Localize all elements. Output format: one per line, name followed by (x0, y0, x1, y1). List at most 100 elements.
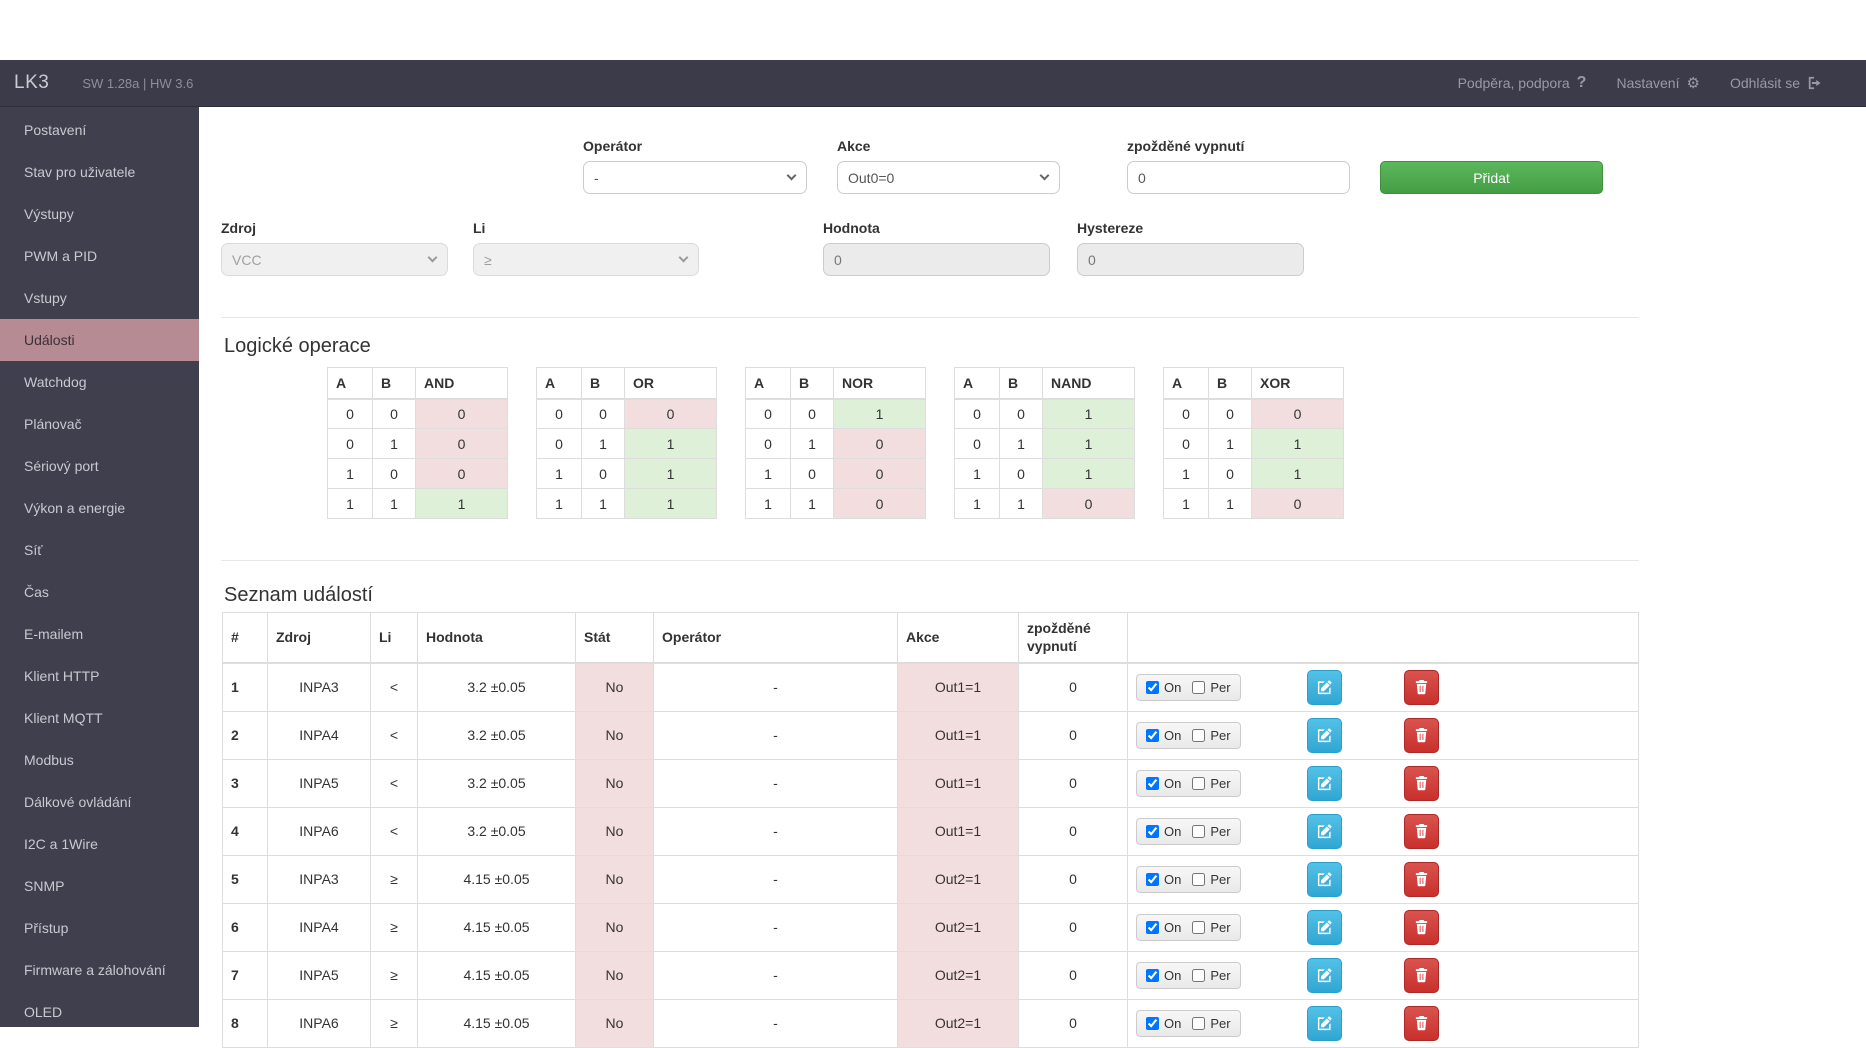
edit-event-button[interactable] (1306, 861, 1342, 897)
onper-toggle-group[interactable]: On Per (1136, 961, 1241, 989)
sidebar-item-pwm-a-pid[interactable]: PWM a PID (24, 248, 98, 264)
per-toggle[interactable]: Per (1192, 680, 1231, 695)
on-checkbox[interactable] (1146, 920, 1159, 934)
sidebar-item-sit[interactable]: Síť (24, 542, 43, 558)
col-header-number: # (222, 612, 268, 664)
on-checkbox[interactable] (1146, 872, 1159, 886)
delete-event-button[interactable] (1403, 813, 1439, 849)
edit-event-button[interactable] (1306, 1005, 1342, 1041)
edit-event-button[interactable] (1306, 909, 1342, 945)
on-checkbox[interactable] (1146, 1016, 1159, 1030)
sidebar-item-klient-mqtt[interactable]: Klient MQTT (24, 710, 103, 726)
on-toggle[interactable]: On (1146, 728, 1181, 743)
sidebar-item-stav-pro-uzivatele[interactable]: Stav pro uživatele (24, 164, 136, 180)
delete-event-button[interactable] (1403, 861, 1439, 897)
onper-toggle-group[interactable]: On Per (1136, 769, 1241, 797)
per-toggle[interactable]: Per (1192, 1016, 1231, 1031)
per-toggle[interactable]: Per (1192, 776, 1231, 791)
event-value: 4.15 ±0.05 (417, 998, 576, 1048)
onper-toggle-group[interactable]: On Per (1136, 865, 1241, 893)
logic-result-header: NAND (1042, 367, 1135, 400)
event-action: Out2=1 (897, 902, 1019, 952)
edit-event-button[interactable] (1306, 717, 1342, 753)
on-toggle[interactable]: On (1146, 680, 1181, 695)
logic-input-cell: 1 (954, 488, 1000, 519)
per-toggle[interactable]: Per (1192, 920, 1231, 935)
per-checkbox[interactable] (1192, 968, 1206, 982)
logic-input-header: B (372, 367, 416, 400)
sidebar-item-e-mailem[interactable]: E-mailem (24, 626, 84, 642)
per-checkbox[interactable] (1192, 680, 1206, 694)
on-checkbox[interactable] (1146, 728, 1159, 742)
action-select[interactable]: Out0=0 (837, 161, 1060, 194)
delete-event-button[interactable] (1403, 765, 1439, 801)
per-checkbox[interactable] (1192, 872, 1206, 886)
sidebar-item-vystupy[interactable]: Výstupy (24, 206, 74, 222)
add-event-button[interactable]: Přidat (1380, 161, 1603, 194)
logic-input-header: B (790, 367, 834, 400)
sidebar-item-cas[interactable]: Čas (24, 584, 49, 600)
sidebar-item-firmware-a-zalohovani[interactable]: Firmware a zálohování (24, 962, 166, 978)
nav-settings-link[interactable]: Nastavení ⚙ (1616, 74, 1700, 92)
on-toggle[interactable]: On (1146, 1016, 1181, 1031)
on-toggle[interactable]: On (1146, 920, 1181, 935)
per-checkbox[interactable] (1192, 824, 1206, 838)
delete-event-button[interactable] (1403, 909, 1439, 945)
sidebar-item-modbus[interactable]: Modbus (24, 752, 74, 768)
on-checkbox[interactable] (1146, 680, 1159, 694)
per-checkbox[interactable] (1192, 728, 1206, 742)
delete-event-button[interactable] (1403, 957, 1439, 993)
sidebar-item-vykon-a-energie[interactable]: Výkon a energie (24, 500, 126, 516)
onper-toggle-group[interactable]: On Per (1136, 673, 1241, 701)
on-checkbox[interactable] (1146, 776, 1159, 790)
delete-event-button[interactable] (1403, 1005, 1439, 1041)
sidebar-item-udalosti[interactable]: Události (0, 319, 199, 361)
nav-logout-link[interactable]: Odhlásit se (1730, 75, 1822, 91)
onper-toggle-group[interactable]: On Per (1136, 913, 1241, 941)
sidebar-item-klient-http[interactable]: Klient HTTP (24, 668, 100, 684)
on-checkbox[interactable] (1146, 824, 1159, 838)
onper-toggle-group[interactable]: On Per (1136, 817, 1241, 845)
operator-select[interactable]: - (583, 161, 807, 194)
edit-event-button[interactable] (1306, 957, 1342, 993)
per-checkbox[interactable] (1192, 920, 1206, 934)
sidebar-item-i2c-a-1wire[interactable]: I2C a 1Wire (24, 836, 98, 852)
nav-support-link[interactable]: Podpěra, podpora ? (1458, 74, 1587, 92)
per-toggle[interactable]: Per (1192, 728, 1231, 743)
per-toggle[interactable]: Per (1192, 968, 1231, 983)
on-toggle[interactable]: On (1146, 776, 1181, 791)
trash-icon (1405, 823, 1438, 839)
edit-event-button[interactable] (1306, 765, 1342, 801)
edit-event-button[interactable] (1306, 813, 1342, 849)
event-operator: - (653, 950, 898, 1000)
sidebar-item-seriovy-port[interactable]: Sériový port (24, 458, 99, 474)
per-checkbox[interactable] (1192, 1016, 1206, 1030)
edit-event-button[interactable] (1306, 669, 1342, 705)
brand-logo[interactable]: LK3 (14, 72, 50, 93)
on-checkbox[interactable] (1146, 968, 1159, 982)
sidebar-item-watchdog[interactable]: Watchdog (24, 374, 87, 390)
delay-input[interactable] (1127, 161, 1350, 194)
sidebar-item-dalkove-ovladani[interactable]: Dálkové ovládání (24, 794, 132, 810)
delay-field-group: zpožděné vypnutí (1127, 138, 1350, 194)
onper-toggle-group[interactable]: On Per (1136, 721, 1241, 749)
sidebar-item-vstupy[interactable]: Vstupy (24, 290, 67, 306)
sidebar-item-planovac[interactable]: Plánovač (24, 416, 82, 432)
sidebar-item-postaveni[interactable]: Postavení (24, 122, 87, 138)
on-toggle[interactable]: On (1146, 872, 1181, 887)
sidebar-item-oled[interactable]: OLED (24, 1004, 63, 1020)
on-toggle[interactable]: On (1146, 968, 1181, 983)
delete-event-button[interactable] (1403, 669, 1439, 705)
delete-event-button[interactable] (1403, 717, 1439, 753)
logic-result-cell: 0 (833, 458, 926, 489)
logic-input-cell: 0 (327, 398, 373, 429)
onper-toggle-group[interactable]: On Per (1136, 1009, 1241, 1037)
per-toggle[interactable]: Per (1192, 824, 1231, 839)
sidebar-item-pristup[interactable]: Přístup (24, 920, 69, 936)
per-toggle[interactable]: Per (1192, 872, 1231, 887)
logic-result-cell: 1 (624, 488, 717, 519)
sidebar-item-snmp[interactable]: SNMP (24, 878, 65, 894)
per-checkbox[interactable] (1192, 776, 1206, 790)
on-toggle[interactable]: On (1146, 824, 1181, 839)
